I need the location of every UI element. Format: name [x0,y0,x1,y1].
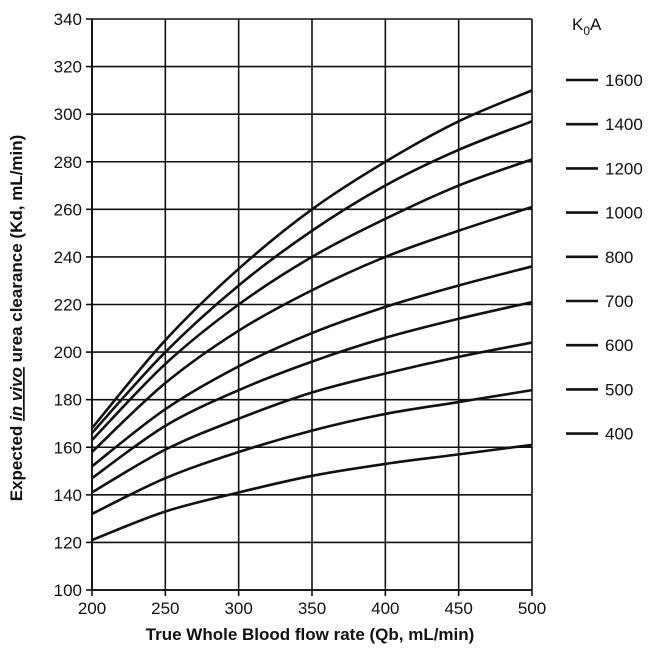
series-line-500 [91,388,533,516]
series-line-1200 [91,158,533,442]
y-tick-label: 160 [54,438,82,457]
y-axis-title-prefix: Expected [7,421,26,501]
legend-label-1000: 1000 [605,204,643,223]
legend-label-500: 500 [605,380,633,399]
legend-title-main: K [572,15,584,34]
y-tick-label: 120 [54,533,82,552]
legend-label-700: 700 [605,292,633,311]
series-lines [91,89,533,542]
series-line-1600 [91,89,533,430]
x-tick-label: 250 [151,599,179,618]
legend-title-tail: A [590,15,602,34]
y-tick-label: 140 [54,486,82,505]
series-line-800 [91,265,533,468]
grid [91,18,533,591]
legend-label-400: 400 [605,425,633,444]
y-tick-label: 240 [54,248,82,267]
legend-label-1200: 1200 [605,159,643,178]
legend-label-1600: 1600 [605,71,643,90]
x-tick-label: 400 [371,599,399,618]
series-line-1400 [91,120,533,434]
y-axis-title: Expected in vivo urea clearance (Kd, mL/… [7,135,26,502]
legend-label-1400: 1400 [605,115,643,134]
x-axis-title: True Whole Blood flow rate (Qb, mL/min) [146,625,475,644]
y-axis-title-suffix: urea clearance (Kd, mL/min) [7,135,26,367]
y-tick-label: 180 [54,391,82,410]
series-line-600 [91,341,533,494]
y-tick-label: 100 [54,581,82,600]
series-line-1000 [91,205,533,453]
y-tick-label: 220 [54,296,82,315]
series-line-700 [91,300,533,480]
y-tick-label: 260 [54,200,82,219]
y-tick-label: 200 [54,343,82,362]
legend-title: K0A [572,15,602,38]
legend-title-subscript: 0 [583,24,590,38]
x-tick-label: 450 [444,599,472,618]
y-axis-title-italic: in vivo [7,367,26,421]
axes: 100 120 140 160 180 200 220 240 260 280 300 320 340 2… [54,10,547,618]
y-tick-label: 320 [54,58,82,77]
y-tick-label: 280 [54,153,82,172]
x-tick-label: 500 [518,599,546,618]
y-tick-label: 340 [54,10,82,29]
x-tick-label: 300 [224,599,252,618]
legend: 1600 1400 1200 1000 800 700 600 500 400 [566,71,643,444]
x-tick-label: 350 [298,599,326,618]
legend-label-800: 800 [605,248,633,267]
legend-label-600: 600 [605,336,633,355]
series-line-400 [91,443,533,542]
y-tick-label: 300 [54,105,82,124]
x-tick-label: 200 [78,599,106,618]
